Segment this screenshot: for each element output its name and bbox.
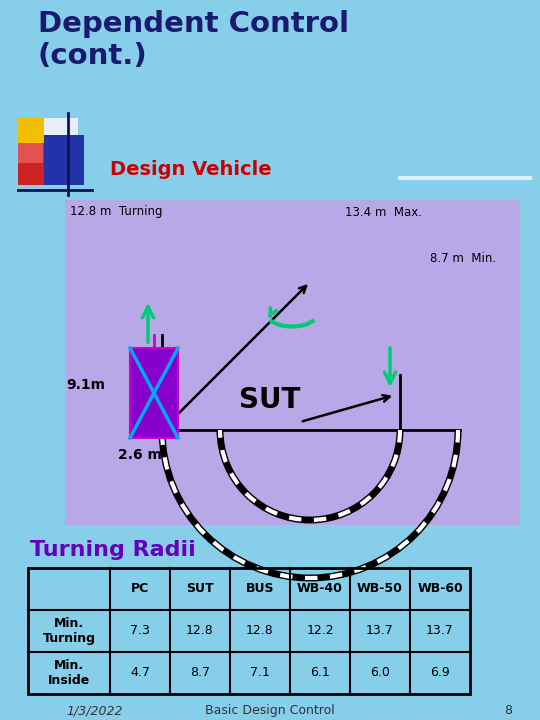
Text: 8: 8 xyxy=(504,704,512,717)
Text: Turning Radii: Turning Radii xyxy=(30,540,195,560)
Text: 12.8 m  Turning: 12.8 m Turning xyxy=(70,205,163,218)
Text: 13.4 m  Max.: 13.4 m Max. xyxy=(345,206,422,219)
Text: 7.3: 7.3 xyxy=(130,624,150,637)
Text: Min.
Turning: Min. Turning xyxy=(43,617,96,645)
Text: 8.7: 8.7 xyxy=(190,667,210,680)
Bar xyxy=(44,135,84,185)
Text: WB-60: WB-60 xyxy=(417,582,463,595)
Text: 6.1: 6.1 xyxy=(310,667,330,680)
Text: WB-40: WB-40 xyxy=(297,582,343,595)
Text: 12.2: 12.2 xyxy=(306,624,334,637)
Text: 8.7 m  Min.: 8.7 m Min. xyxy=(430,252,496,265)
Bar xyxy=(28,568,470,694)
Bar xyxy=(18,143,43,163)
Text: Dependent Control
(cont.): Dependent Control (cont.) xyxy=(38,10,349,71)
Text: Design Vehicle: Design Vehicle xyxy=(110,160,272,179)
Bar xyxy=(65,200,520,525)
Text: Min.
Inside: Min. Inside xyxy=(48,659,90,687)
Text: 12.8: 12.8 xyxy=(246,624,274,637)
Text: Basic Design Control: Basic Design Control xyxy=(205,704,335,717)
Bar xyxy=(130,348,178,438)
Text: BUS: BUS xyxy=(246,582,274,595)
Text: 6.0: 6.0 xyxy=(370,667,390,680)
Text: 7.1: 7.1 xyxy=(250,667,270,680)
Text: 1/3/2022: 1/3/2022 xyxy=(67,704,123,717)
Bar xyxy=(18,118,58,156)
Text: 13.7: 13.7 xyxy=(366,624,394,637)
Text: 6.9: 6.9 xyxy=(430,667,450,680)
Text: 9.1m: 9.1m xyxy=(66,378,105,392)
Text: 4.7: 4.7 xyxy=(130,667,150,680)
Text: 12.8: 12.8 xyxy=(186,624,214,637)
Text: SUT: SUT xyxy=(239,386,301,414)
Bar xyxy=(44,118,78,148)
Text: WB-50: WB-50 xyxy=(357,582,403,595)
Text: PC: PC xyxy=(131,582,149,595)
Bar xyxy=(18,143,58,185)
Text: 13.7: 13.7 xyxy=(426,624,454,637)
Text: SUT: SUT xyxy=(186,582,214,595)
Text: 2.6 m: 2.6 m xyxy=(118,448,162,462)
